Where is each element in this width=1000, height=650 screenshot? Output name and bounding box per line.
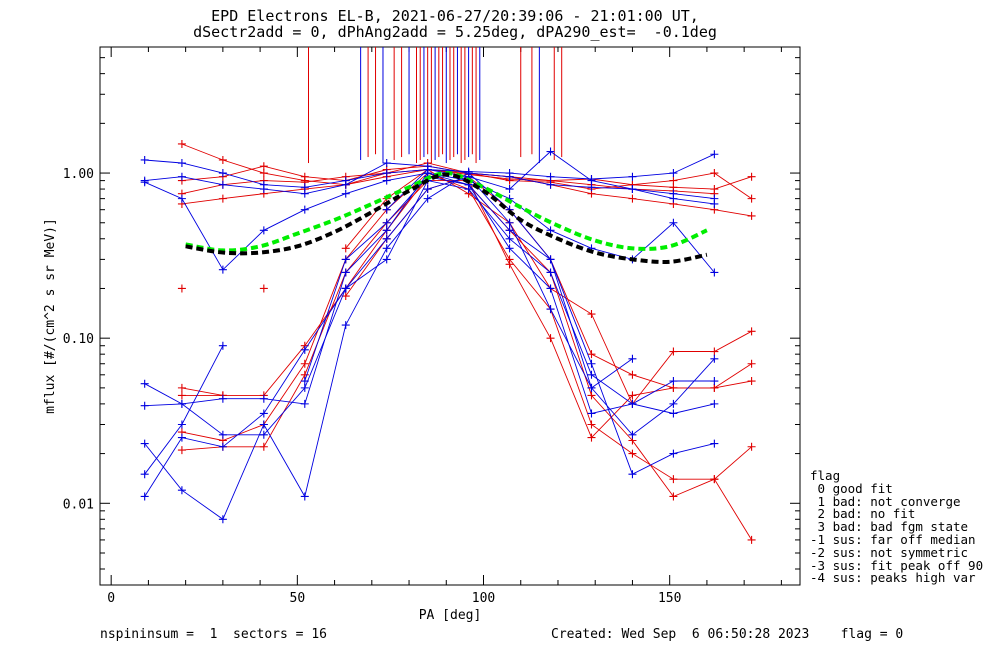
chart-title: EPD Electrons EL-B, 2021-06-27/20:39:06 … — [0, 8, 910, 40]
red-point-marker — [177, 284, 186, 293]
footer-created: Created: Wed Sep 6 06:50:28 2023 flag = … — [551, 627, 903, 642]
blue-point-marker — [140, 178, 149, 187]
flag-value: flag = 0 — [840, 627, 904, 642]
flag-legend: flag 0 good fit 1 bad: not converge 2 ba… — [810, 468, 984, 586]
footer-sector-info: nspininsum = 1 sectors = 16 — [100, 627, 327, 642]
created-timestamp: Created: Wed Sep 6 06:50:28 2023 — [551, 627, 810, 642]
red-point-marker — [747, 194, 756, 203]
blue-point-marker — [628, 354, 637, 363]
red-point-marker — [747, 442, 756, 451]
black-fit-curve — [185, 172, 708, 265]
red-point-marker — [341, 244, 350, 253]
red-point-marker — [259, 284, 268, 293]
blue-series-line — [304, 176, 633, 389]
red-point-marker — [747, 535, 756, 544]
red-point-marker — [747, 211, 756, 220]
blue-series-line — [144, 345, 224, 475]
y-tick-label: 0.01 — [63, 497, 94, 512]
x-tick-label: 100 — [472, 591, 495, 606]
blue-point-marker — [140, 439, 149, 448]
x-tick-label: 0 — [107, 591, 115, 606]
legend-item: 3 bad: bad fgm state — [810, 519, 969, 535]
title-line-1: EPD Electrons EL-B, 2021-06-27/20:39:06 … — [211, 7, 699, 25]
legend-item: 2 bad: no fit — [810, 506, 916, 522]
blue-series-line — [144, 176, 715, 436]
legend-item: -3 sus: fit peak off 90 — [810, 557, 984, 573]
x-tick-label: 150 — [658, 591, 681, 606]
blue-series-line — [144, 180, 715, 497]
title-line-2: dSectr2add = 0, dPhAng2add = 5.25deg, dP… — [193, 23, 717, 41]
blue-series-line — [144, 172, 715, 520]
red-series-line — [181, 176, 752, 498]
legend-item: -4 sus: peaks high var — [810, 570, 976, 586]
y-axis-label: mflux [#/(cm^2 s sr MeV)] — [43, 218, 58, 414]
red-series-line — [345, 176, 752, 389]
blue-point-marker — [140, 470, 149, 479]
axis-ticks — [100, 47, 800, 585]
legend-item: 0 good fit — [810, 480, 893, 496]
plot-area — [140, 47, 756, 544]
y-tick-label: 0.10 — [63, 332, 94, 347]
legend-item: -2 sus: not symmetric — [810, 544, 969, 560]
red-point-marker — [747, 359, 756, 368]
legend-title: flag — [810, 468, 841, 483]
x-tick-label: 50 — [290, 591, 306, 606]
blue-point-marker — [300, 377, 309, 386]
x-axis-label: PA [deg] — [419, 608, 482, 623]
legend-item: -1 sus: far off median — [810, 531, 976, 547]
blue-series-line — [386, 150, 715, 211]
axis-tick-labels: 0 50 100 150 0.01 0.10 1.00 — [63, 167, 682, 606]
blue-series-line — [144, 172, 715, 415]
legend-item: 1 bad: not converge — [810, 493, 961, 509]
blue-point-marker — [140, 379, 149, 388]
y-tick-label: 1.00 — [63, 167, 94, 182]
